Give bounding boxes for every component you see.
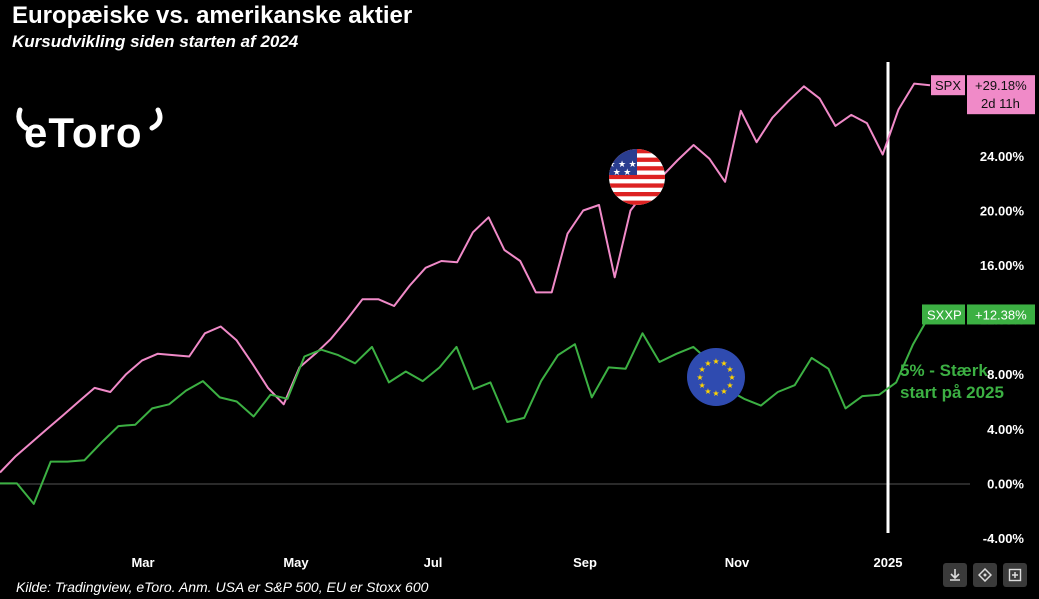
y-tick-label: 4.00% — [987, 422, 1024, 437]
share-icon — [978, 568, 992, 582]
eu-star: ★ — [728, 373, 735, 382]
sxxp-value-badge — [967, 304, 1035, 325]
eu-star: ★ — [720, 359, 727, 368]
annotation-line-2: start på 2025 — [900, 383, 1004, 402]
download-button[interactable] — [943, 563, 967, 587]
eu-star: ★ — [720, 387, 727, 396]
expand-icon — [1008, 568, 1022, 582]
etoro-logo-mark: eToro — [16, 107, 163, 156]
svg-text:★ ★ ★: ★ ★ ★ — [607, 159, 636, 169]
eu-star: ★ — [726, 381, 733, 390]
logo-text: eToro — [24, 109, 143, 155]
download-icon — [950, 569, 960, 581]
y-tick-label: 16.00% — [980, 258, 1025, 273]
badges-group: SPX +29.18% 2d 11h SXXP +12.38% — [922, 75, 1035, 325]
series-line-sxxp — [0, 314, 931, 505]
svg-text:★ ★: ★ ★ — [613, 167, 632, 177]
spx-name-badge — [931, 75, 965, 96]
x-tick-label: Nov — [725, 555, 750, 570]
eu-star: ★ — [699, 381, 706, 390]
annotation-line-1: 5% - Stærk — [900, 361, 988, 380]
eu-flag-icon: ★★★★★★★★★ ★ ★★ — [687, 348, 745, 406]
expand-button[interactable] — [1003, 563, 1027, 587]
sxxp-value-label: +12.38% — [975, 307, 1027, 322]
x-tick-label: Jul — [424, 555, 443, 570]
spx-countdown-label: 2d 11h — [981, 96, 1020, 111]
eu-star: ★ — [699, 365, 706, 374]
x-axis: Mar May Jul Sep Nov 2025 — [131, 555, 902, 570]
share-button[interactable] — [973, 563, 997, 587]
x-tick-label: 2025 — [874, 555, 903, 570]
series-line-spx — [0, 82, 931, 474]
y-tick-label: -4.00% — [983, 531, 1025, 546]
etoro-logo: eToro — [14, 100, 169, 160]
source-footnote: Kilde: Tradingview, eToro. Anm. USA er S… — [16, 579, 429, 595]
x-tick-label: Sep — [573, 555, 597, 570]
y-tick-label: 24.00% — [980, 149, 1025, 164]
eu-star: ★ — [704, 387, 711, 396]
us-flag-icon: ★ ★ ★ ★ ★ — [607, 149, 665, 205]
chart-subtitle: Kursudvikling siden starten af 2024 — [12, 32, 299, 51]
eu-star: ★ — [712, 389, 719, 398]
sxxp-name-badge — [922, 304, 965, 325]
x-tick-label: May — [283, 555, 309, 570]
eu-star: ★ — [704, 359, 711, 368]
y-tick-label: 0.00% — [987, 476, 1024, 491]
y-tick-label: 8.00% — [987, 367, 1024, 382]
eu-star: ★ — [712, 357, 719, 366]
x-tick-label: Mar — [131, 555, 154, 570]
eu-star: ★ — [726, 365, 733, 374]
spx-value-badge — [967, 75, 1035, 115]
series-group — [0, 82, 931, 505]
spx-name-label: SPX — [935, 78, 961, 93]
eu-star: ★ — [696, 373, 703, 382]
spx-value-label: +29.18% — [975, 78, 1027, 93]
annotation-text: 5% - Stærk start på 2025 — [900, 360, 1035, 404]
y-axis: -4.00%0.00%4.00%8.00%12.00%16.00%20.00%2… — [980, 149, 1025, 546]
sxxp-name-label: SXXP — [927, 307, 962, 322]
chart-title: Europæiske vs. amerikanske aktier — [12, 2, 413, 29]
y-tick-label: 20.00% — [980, 203, 1025, 218]
chart-toolbar — [943, 563, 1027, 587]
